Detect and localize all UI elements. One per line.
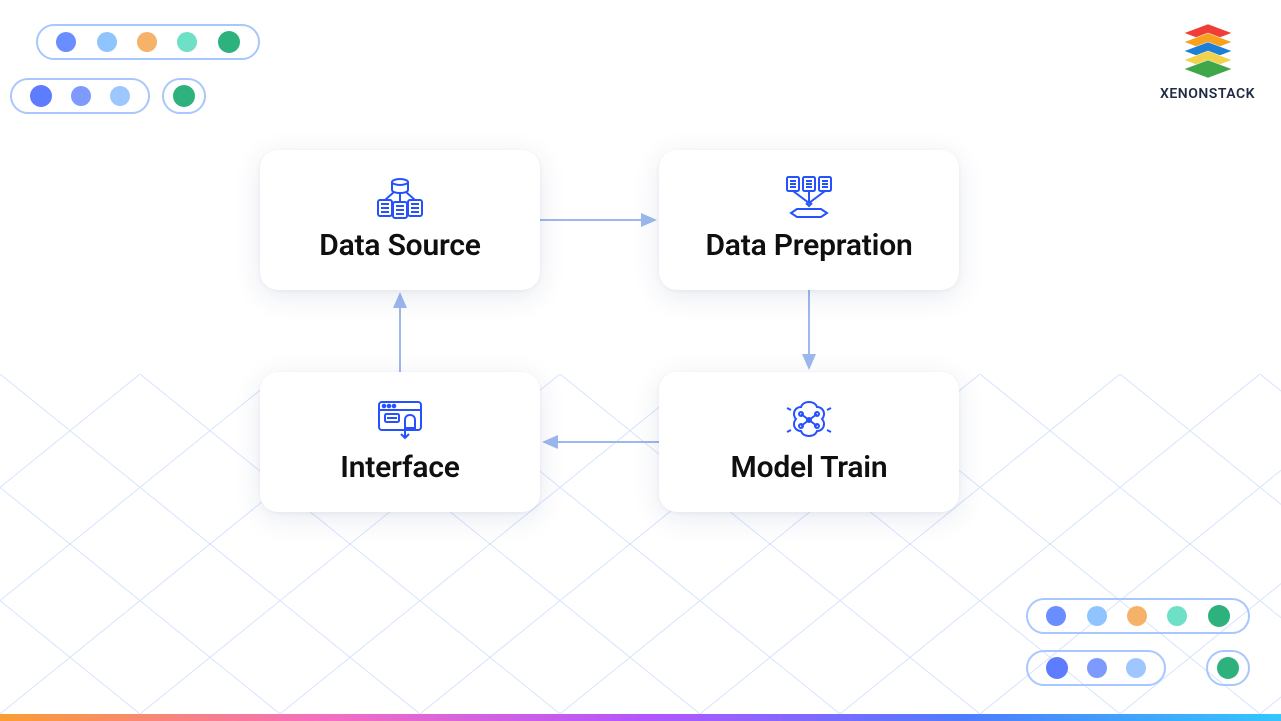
- brand-logo: XENONSTACK: [1160, 18, 1255, 102]
- decor-dot: [1208, 605, 1230, 627]
- decor-dot: [218, 31, 240, 53]
- decor-dot: [56, 32, 76, 52]
- flow-card-label: Model Train: [731, 450, 888, 485]
- decor-dot: [137, 32, 157, 52]
- data-prep-icon: [783, 174, 835, 222]
- decor-dot: [1167, 606, 1187, 626]
- decor-dot: [1127, 606, 1147, 626]
- flow-card-data_source: Data Source: [260, 150, 540, 290]
- decor-pill-tl-1: [10, 78, 150, 114]
- flow-card-model_train: Model Train: [659, 372, 959, 512]
- decor-pill-br-1: [1026, 650, 1166, 686]
- decor-dot: [1126, 658, 1146, 678]
- diagram-canvas: XENONSTACK Data Source Data Prepration: [0, 0, 1281, 721]
- brand-name: XENONSTACK: [1160, 86, 1255, 102]
- decor-dot: [1087, 606, 1107, 626]
- flow-card-label: Data Prepration: [705, 228, 912, 263]
- decor-pill-tl-2: [162, 78, 206, 114]
- decor-dot: [177, 32, 197, 52]
- decor-dot: [1087, 658, 1107, 678]
- footer-gradient-bar: [0, 714, 1281, 721]
- decor-dot: [1217, 657, 1239, 679]
- decor-pill-tl-0: [36, 24, 260, 60]
- interface-icon: [375, 396, 425, 444]
- flow-card-label: Data Source: [319, 228, 480, 263]
- flow-card-data_preparation: Data Prepration: [659, 150, 959, 290]
- decor-pill-br-0: [1026, 598, 1250, 634]
- decor-pill-br-2: [1206, 650, 1250, 686]
- decor-dot: [173, 85, 195, 107]
- decor-dot: [97, 32, 117, 52]
- database-icon: [374, 174, 426, 222]
- decor-dot: [1046, 606, 1066, 626]
- decor-dot: [30, 85, 52, 107]
- decor-dot: [71, 86, 91, 106]
- flow-card-label: Interface: [340, 450, 459, 485]
- brain-icon: [783, 396, 835, 444]
- decor-dot: [110, 86, 130, 106]
- stack-icon: [1174, 18, 1242, 78]
- decor-dot: [1046, 657, 1068, 679]
- flow-card-interface: Interface: [260, 372, 540, 512]
